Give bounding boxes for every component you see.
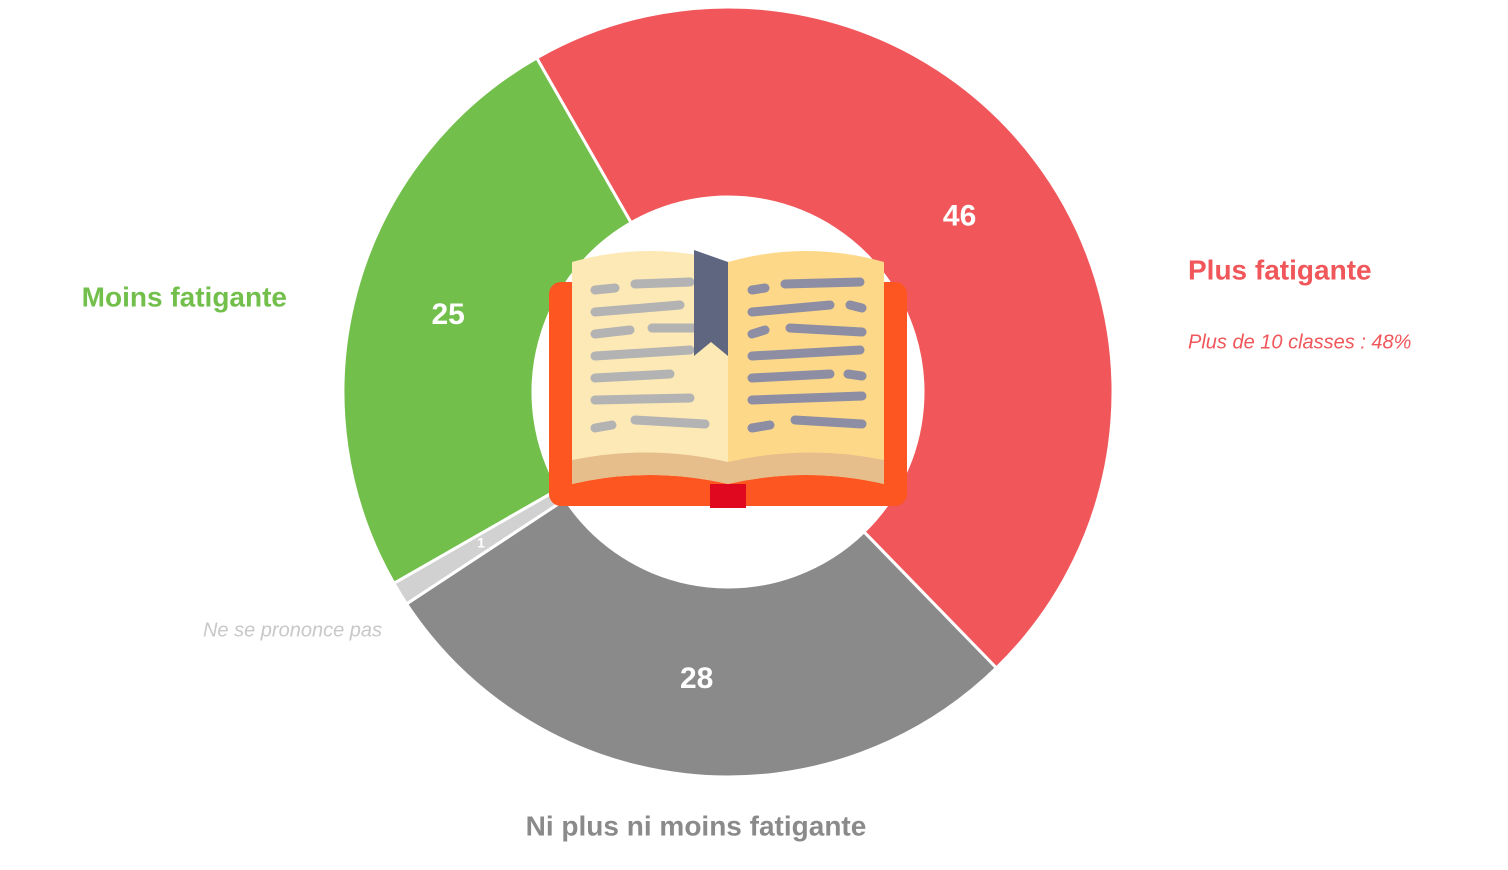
category-label: Moins fatigante xyxy=(82,281,287,312)
value-label: 1 xyxy=(477,535,485,551)
category-label: Plus fatigante xyxy=(1188,254,1372,285)
value-label: 25 xyxy=(431,298,464,331)
donut-slice xyxy=(534,5,1115,671)
book-icon xyxy=(549,250,907,508)
donut-slice xyxy=(341,55,634,586)
value-label: 46 xyxy=(943,199,976,232)
value-label: 28 xyxy=(680,662,713,695)
category-label: Ni plus ni moins fatigante xyxy=(526,810,867,841)
annotation: Plus de 10 classes : 48% xyxy=(1188,331,1411,353)
donut-slice xyxy=(404,497,999,779)
category-label: Ne se prononce pas xyxy=(203,619,382,641)
